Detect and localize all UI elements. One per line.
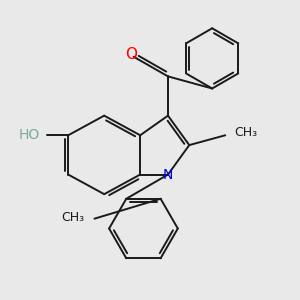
Text: CH₃: CH₃ [234,126,257,139]
Text: HO: HO [18,128,40,142]
Text: O: O [125,46,137,62]
Text: N: N [163,167,173,182]
Text: CH₃: CH₃ [61,211,85,224]
